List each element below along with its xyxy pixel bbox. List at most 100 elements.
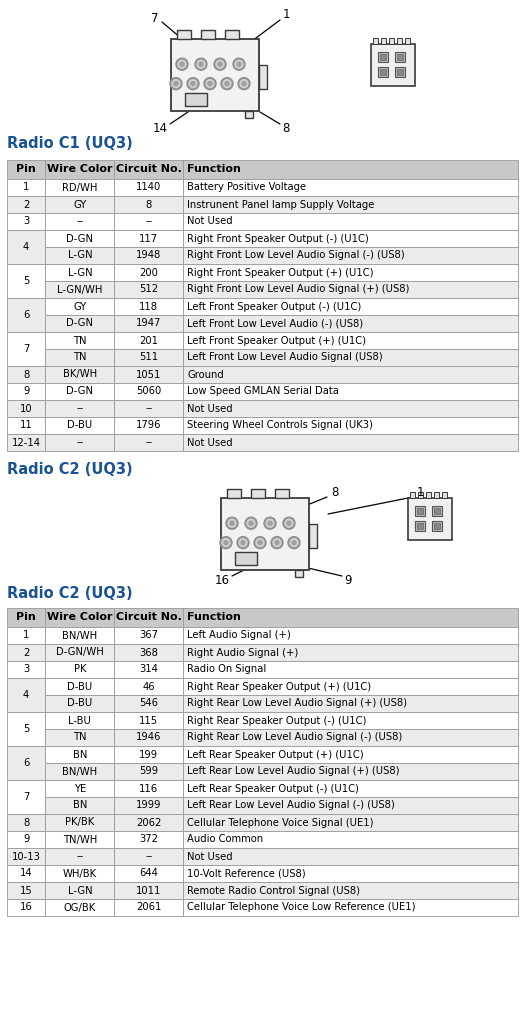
Bar — [426, 492, 431, 498]
Bar — [45, 865, 114, 882]
Bar — [114, 230, 183, 247]
Text: Left Front Speaker Output (-) (U1C): Left Front Speaker Output (-) (U1C) — [187, 301, 362, 311]
Circle shape — [180, 62, 184, 67]
Bar — [45, 230, 114, 247]
Circle shape — [197, 60, 205, 69]
Text: Wire Color: Wire Color — [47, 165, 112, 174]
Text: 5060: 5060 — [136, 386, 161, 396]
Bar — [7, 230, 45, 264]
Text: 10-13: 10-13 — [12, 852, 40, 861]
Text: 1140: 1140 — [136, 182, 161, 193]
Bar — [408, 498, 452, 540]
Text: 201: 201 — [139, 336, 159, 345]
Text: PK: PK — [74, 665, 86, 675]
Text: D-GN: D-GN — [66, 386, 93, 396]
Circle shape — [218, 62, 222, 67]
Bar — [183, 160, 518, 179]
Bar — [7, 366, 45, 383]
Text: 1946: 1946 — [136, 732, 162, 742]
Text: 15: 15 — [20, 886, 33, 896]
Circle shape — [221, 78, 233, 90]
Bar — [114, 831, 183, 848]
Circle shape — [237, 537, 249, 549]
Bar — [45, 349, 114, 366]
Bar — [7, 831, 45, 848]
Bar — [432, 521, 442, 531]
Bar — [114, 729, 183, 746]
Text: Circuit No.: Circuit No. — [116, 165, 182, 174]
Bar — [183, 366, 518, 383]
Bar — [7, 160, 45, 179]
Bar — [114, 746, 183, 763]
Bar — [7, 712, 45, 746]
Text: Left Front Speaker Output (+) (U1C): Left Front Speaker Output (+) (U1C) — [187, 336, 366, 345]
Bar — [183, 712, 518, 729]
Bar — [183, 196, 518, 213]
Bar — [45, 831, 114, 848]
Text: 199: 199 — [139, 750, 159, 760]
Bar — [381, 38, 386, 44]
Bar — [45, 627, 114, 644]
Bar — [114, 247, 183, 264]
Text: 10: 10 — [20, 403, 33, 414]
Circle shape — [222, 539, 230, 547]
Text: L-GN/WH: L-GN/WH — [57, 285, 102, 295]
Text: D-GN: D-GN — [66, 233, 93, 244]
Text: 2: 2 — [23, 647, 29, 657]
Bar — [7, 899, 45, 916]
Bar — [183, 608, 518, 627]
Bar — [45, 780, 114, 797]
Text: Right Front Speaker Output (+) (U1C): Right Front Speaker Output (+) (U1C) — [187, 267, 374, 278]
Text: TN: TN — [73, 352, 87, 362]
Bar — [114, 400, 183, 417]
Bar — [397, 38, 402, 44]
Bar — [7, 865, 45, 882]
Bar — [7, 264, 45, 298]
Text: 511: 511 — [139, 352, 159, 362]
Circle shape — [247, 519, 255, 527]
Circle shape — [230, 521, 234, 525]
Text: 5: 5 — [23, 724, 29, 734]
Bar — [183, 814, 518, 831]
Text: GY: GY — [73, 301, 87, 311]
Text: Audio Common: Audio Common — [187, 835, 264, 845]
Text: Right Rear Low Level Audio Signal (-) (US8): Right Rear Low Level Audio Signal (-) (U… — [187, 732, 403, 742]
Text: --: -- — [76, 852, 83, 861]
Text: --: -- — [145, 437, 152, 447]
Text: Battery Positive Voltage: Battery Positive Voltage — [187, 182, 307, 193]
Text: YE: YE — [74, 783, 86, 794]
Bar — [45, 729, 114, 746]
Text: Not Used: Not Used — [187, 852, 233, 861]
Text: RD/WH: RD/WH — [62, 182, 98, 193]
Text: 1011: 1011 — [136, 886, 162, 896]
Bar — [417, 523, 423, 529]
Bar — [183, 400, 518, 417]
Bar — [45, 814, 114, 831]
Text: Pin: Pin — [16, 165, 36, 174]
Text: BN: BN — [72, 801, 87, 811]
Bar — [45, 298, 114, 315]
Bar — [45, 160, 114, 179]
Bar — [114, 434, 183, 451]
Text: --: -- — [76, 403, 83, 414]
Text: Left Front Low Level Audio (-) (US8): Left Front Low Level Audio (-) (US8) — [187, 318, 363, 329]
Text: 1051: 1051 — [136, 370, 162, 380]
Bar — [183, 179, 518, 196]
Bar — [7, 434, 45, 451]
Circle shape — [216, 60, 224, 69]
Bar — [434, 523, 440, 529]
Bar — [7, 383, 45, 400]
Bar — [183, 298, 518, 315]
Circle shape — [242, 82, 246, 86]
Bar — [7, 196, 45, 213]
Bar — [45, 179, 114, 196]
Bar — [183, 882, 518, 899]
Text: Low Speed GMLAN Serial Data: Low Speed GMLAN Serial Data — [187, 386, 339, 396]
Bar — [395, 67, 405, 77]
Text: 8: 8 — [23, 817, 29, 827]
Text: 512: 512 — [139, 285, 159, 295]
Bar — [114, 848, 183, 865]
Text: Pin: Pin — [16, 612, 36, 623]
Bar — [7, 213, 45, 230]
Text: D-BU: D-BU — [67, 698, 92, 709]
